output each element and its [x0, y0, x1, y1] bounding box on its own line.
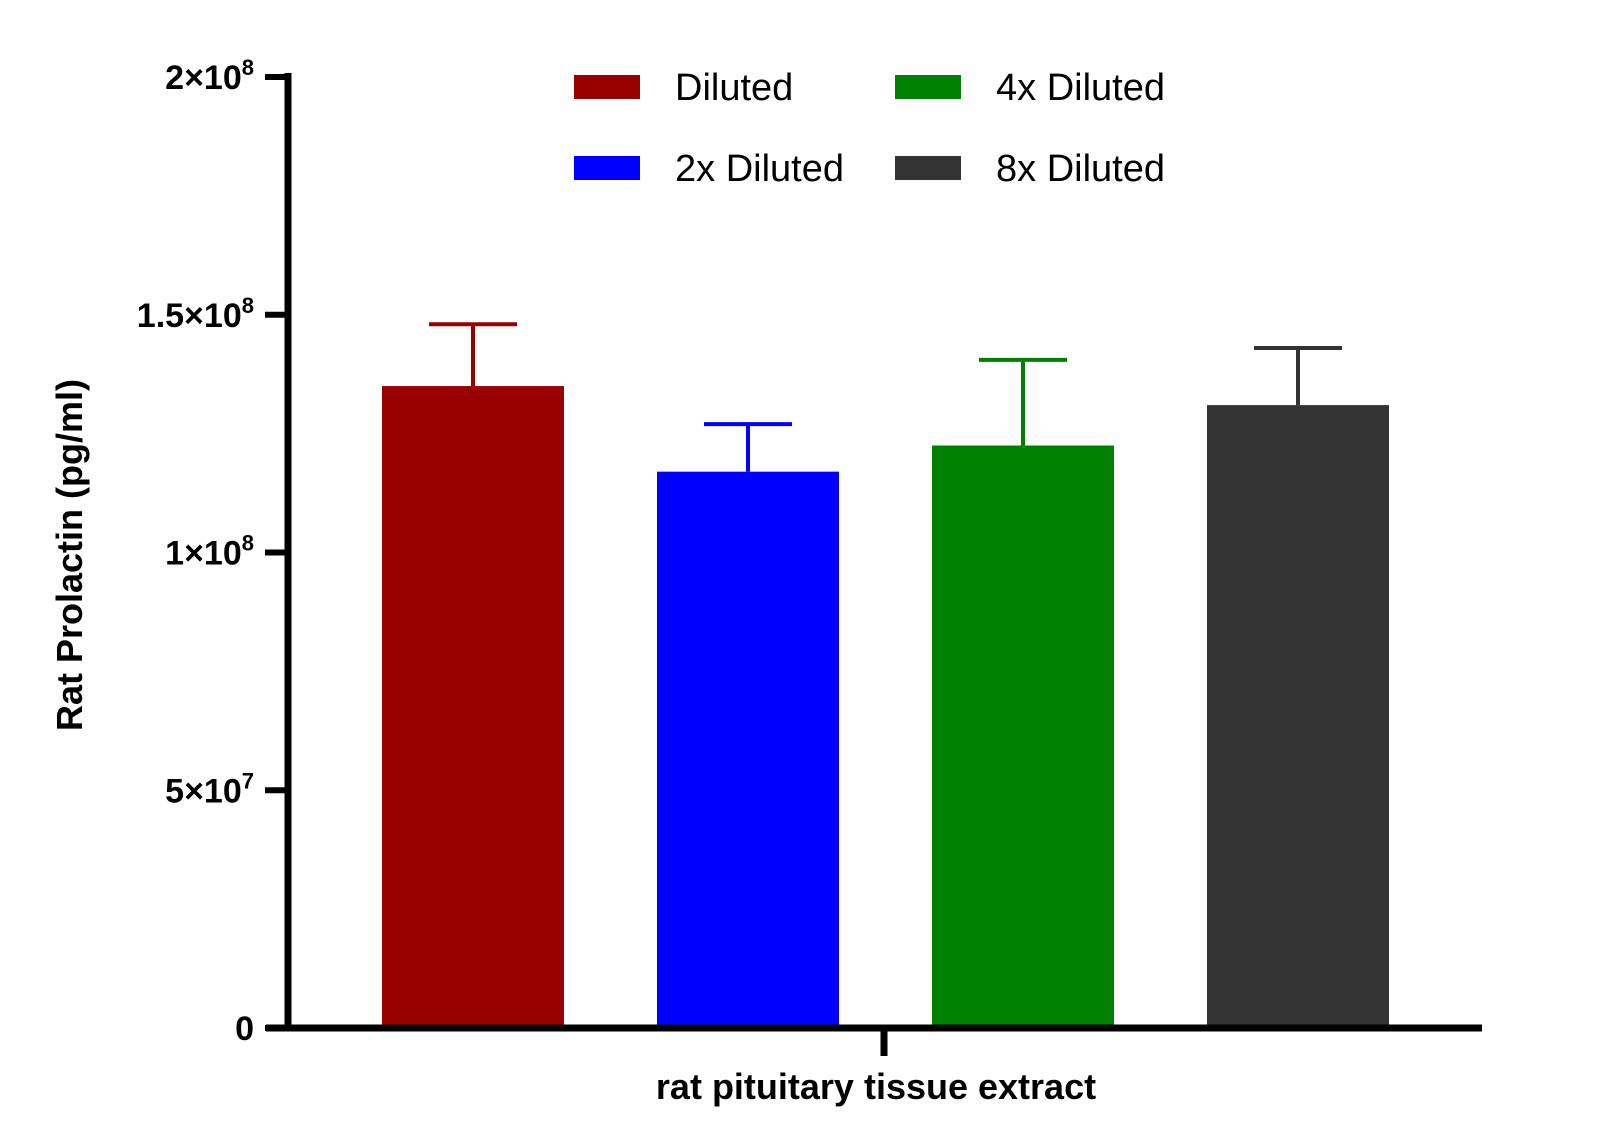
- bar-4: [1207, 405, 1389, 1029]
- legend-swatch-1: [574, 75, 640, 99]
- legend-swatch-3: [895, 75, 961, 99]
- y-ticks: 0 5×107 1×108 1.5×108 2×108: [137, 55, 288, 1048]
- legend-label-1: Diluted: [675, 67, 793, 109]
- bar-1: [382, 386, 564, 1028]
- bar-2: [657, 471, 839, 1028]
- y-tick-label-4: 2×108: [165, 55, 254, 97]
- y-tick-label-3: 1.5×108: [137, 293, 254, 335]
- legend-label-3: 4x Diluted: [996, 67, 1165, 109]
- bars-layer: [382, 322, 1389, 1029]
- y-tick-label-0: 0: [235, 1010, 254, 1048]
- legend: Diluted 2x Diluted 4x Diluted 8x Diluted: [574, 67, 1165, 190]
- x-axis-title: rat pituitary tissue extract: [656, 1066, 1096, 1107]
- legend-swatch-2: [574, 156, 640, 180]
- y-tick-label-1: 5×107: [165, 768, 254, 810]
- legend-label-2: 2x Diluted: [675, 148, 844, 190]
- y-axis-title: Rat Prolactin (pg/ml): [49, 379, 90, 731]
- y-tick-label-2: 1×108: [165, 531, 254, 573]
- legend-swatch-4: [895, 156, 961, 180]
- legend-label-4: 8x Diluted: [996, 148, 1165, 190]
- bar-3: [932, 445, 1114, 1028]
